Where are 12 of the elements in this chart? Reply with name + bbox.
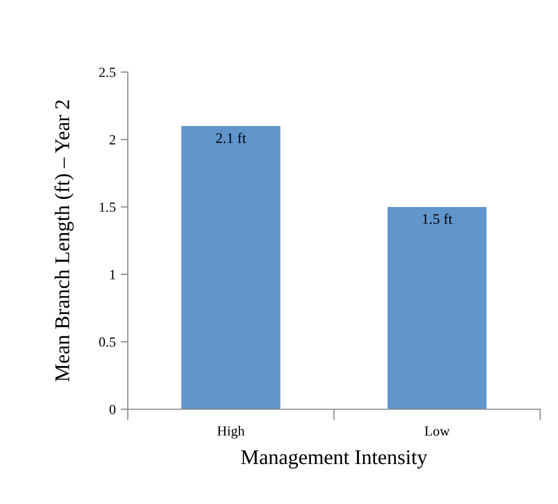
y-tick-label: 0.5 xyxy=(99,337,116,347)
y-tick-label: 0 xyxy=(110,404,116,414)
y-tick-label: 2.5 xyxy=(99,68,116,78)
data-label: 2.1 ft xyxy=(216,132,246,144)
data-label: 1.5 ft xyxy=(422,214,452,224)
y-tick-label: 2 xyxy=(110,135,116,144)
y-tick-label: 1.5 xyxy=(100,202,116,212)
x-tick-label: Low xyxy=(424,426,450,436)
x-axis-title: Management Intensity xyxy=(241,450,428,469)
y-tick-label: 1 xyxy=(110,270,116,280)
y-axis-title: Mean Branch Length (ft) – Year 2 xyxy=(54,100,74,382)
x-tick-label: High xyxy=(217,426,245,439)
